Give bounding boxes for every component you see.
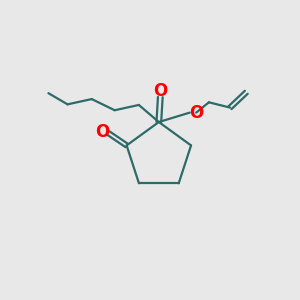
Text: O: O (189, 103, 203, 122)
Text: O: O (95, 123, 110, 141)
Text: O: O (153, 82, 167, 100)
